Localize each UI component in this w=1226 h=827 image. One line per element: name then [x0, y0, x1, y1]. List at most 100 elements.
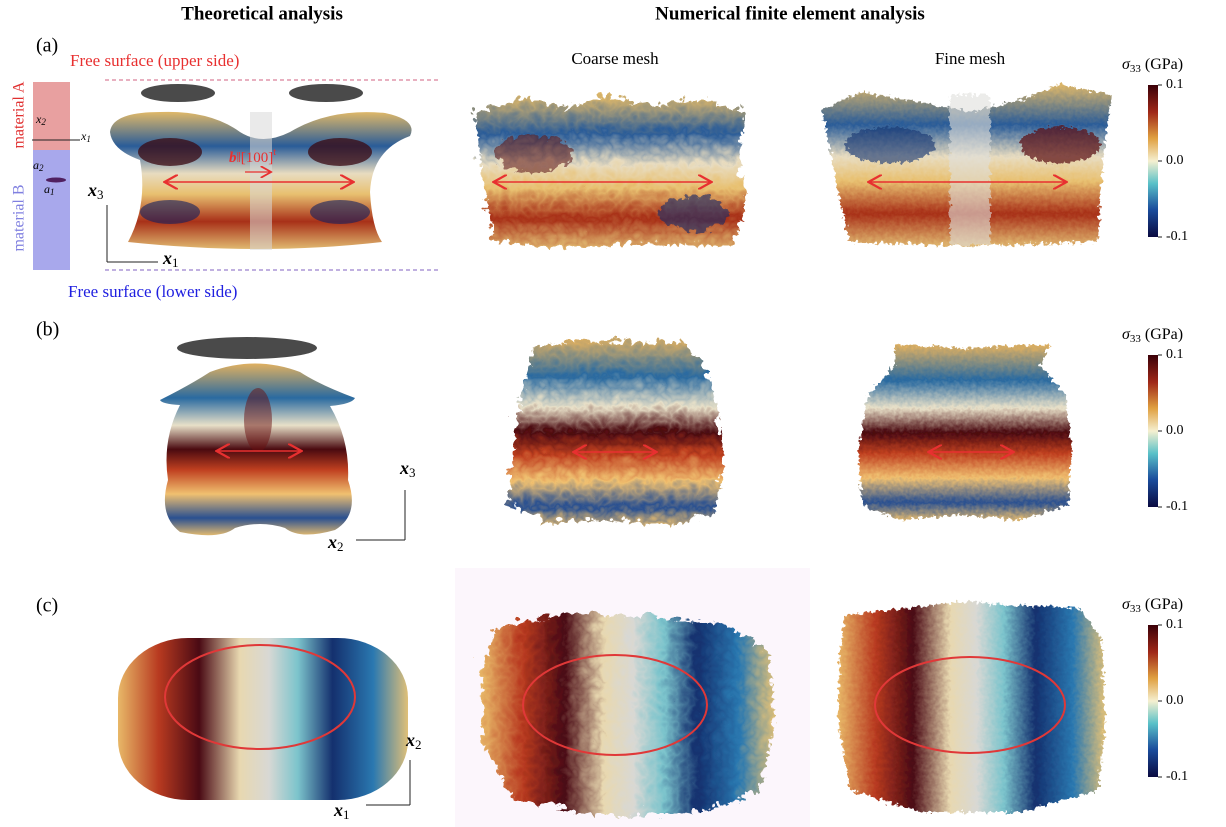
colorbar-unit: (GPa)	[1141, 326, 1183, 343]
stress-field	[858, 345, 1072, 520]
colorbar-tick-label: 0.0	[1166, 153, 1184, 168]
axis-base: x	[399, 458, 409, 478]
dislocation-loop	[874, 656, 1066, 754]
axis-label: x1	[162, 248, 179, 270]
colorbar	[1148, 85, 1158, 237]
colorbar-tick-label: 0.1	[1166, 617, 1184, 632]
material-block	[33, 150, 70, 270]
axis-base: x	[327, 532, 337, 552]
colorbar-title: σ33 (GPa)	[1122, 596, 1183, 615]
surface-label: Free surface (lower side)	[68, 282, 237, 301]
stress-lobe	[308, 138, 372, 166]
neutral-band	[250, 112, 272, 250]
axis-base: x	[87, 180, 97, 200]
axis-label: x3	[87, 180, 104, 202]
colorbar-tick-label: -0.1	[1166, 229, 1188, 244]
stress-lobe	[1020, 127, 1100, 163]
axis-base: x	[162, 248, 172, 268]
axis-label: x3	[399, 458, 416, 480]
surface-label: Free surface (upper side)	[70, 51, 239, 70]
burgers-label: b‖[100]t	[229, 147, 276, 166]
panel-label: (a)	[36, 35, 58, 57]
surface-lens	[177, 337, 317, 359]
colorbar-title: σ33 (GPa)	[1122, 56, 1183, 75]
stress-lobe	[138, 138, 202, 166]
coarse-mesh	[505, 335, 720, 522]
material-label: material B	[11, 184, 28, 251]
stress-field	[505, 335, 720, 522]
axis-sub: 1	[50, 187, 55, 197]
dislocation-loop	[164, 644, 356, 750]
stress-field	[838, 602, 1105, 812]
fine-mesh	[858, 345, 1072, 520]
colorbar-symbol: σ	[1122, 326, 1131, 343]
axis-sub: 2	[337, 539, 344, 554]
material-label: material A	[11, 81, 28, 149]
colorbar	[1148, 625, 1158, 777]
stress-lobe	[845, 127, 935, 163]
burgers-sup: t	[273, 147, 276, 158]
axis-base: a	[33, 158, 39, 172]
colorbar-symbol: σ	[1122, 56, 1131, 73]
stress-lobe	[490, 132, 570, 168]
axis-sub: 2	[41, 117, 46, 127]
colorbar	[1148, 355, 1158, 507]
inset-axis-label: x2	[35, 112, 46, 127]
material-block	[33, 82, 70, 150]
dislocation-loop	[522, 654, 708, 756]
panel-label: (b)	[36, 319, 59, 341]
colorbar-symbol: σ	[1122, 596, 1131, 613]
column-header: Numerical finite element analysis	[655, 3, 925, 24]
colorbar-tick-label: -0.1	[1166, 769, 1188, 784]
panel-label: (c)	[36, 595, 58, 617]
colorbar-tick-label: 0.0	[1166, 423, 1184, 438]
column-subheader: Fine mesh	[935, 49, 1006, 68]
stress-field	[478, 610, 770, 812]
axis-sub: 2	[39, 163, 44, 173]
column-header: Theoretical analysis	[181, 3, 343, 24]
inset-axis-label: x1	[80, 129, 91, 144]
colorbar-tick-label: 0.1	[1166, 347, 1184, 362]
axis-base: x	[405, 730, 415, 750]
axis-label: x1	[333, 800, 350, 822]
axis-sub: 1	[86, 134, 91, 144]
stress-lobe	[655, 192, 725, 228]
column-subheader: Coarse mesh	[571, 49, 659, 68]
loop-axis-label: a2	[33, 158, 44, 173]
fine-mesh	[838, 602, 1105, 812]
colorbar-sub: 33	[1130, 63, 1142, 75]
colorbar-tick-label: -0.1	[1166, 499, 1188, 514]
surface-lens	[141, 84, 215, 102]
axis-label: x2	[327, 532, 344, 554]
axis-label: x2	[405, 730, 422, 752]
stress-lobe	[244, 388, 272, 452]
axis-base: a	[44, 182, 50, 196]
coarse-mesh	[478, 610, 770, 812]
colorbar-tick-label: 0.1	[1166, 77, 1184, 92]
stress-lobe	[140, 200, 200, 224]
axis-base: x	[80, 129, 87, 143]
axis-base: x	[333, 800, 343, 820]
neutral-band	[950, 95, 990, 245]
axis-sub: 3	[409, 465, 416, 480]
axis-base: x	[35, 112, 42, 126]
axis-sub: 1	[172, 255, 179, 270]
loop-axis-label: a1	[44, 182, 55, 197]
axis-sub: 2	[415, 737, 422, 752]
burgers-direction: ‖[100]	[237, 150, 274, 166]
colorbar-unit: (GPa)	[1141, 596, 1183, 613]
stress-lobe	[310, 200, 370, 224]
surface-lens	[289, 84, 363, 102]
dislocation-loop	[46, 177, 66, 183]
coarse-mesh	[470, 92, 742, 245]
colorbar-title: σ33 (GPa)	[1122, 326, 1183, 345]
axis-sub: 1	[343, 807, 350, 822]
axis-sub: 3	[97, 187, 104, 202]
fine-mesh	[822, 84, 1112, 246]
colorbar-tick-label: 0.0	[1166, 693, 1184, 708]
burgers-vector: b	[229, 150, 237, 166]
